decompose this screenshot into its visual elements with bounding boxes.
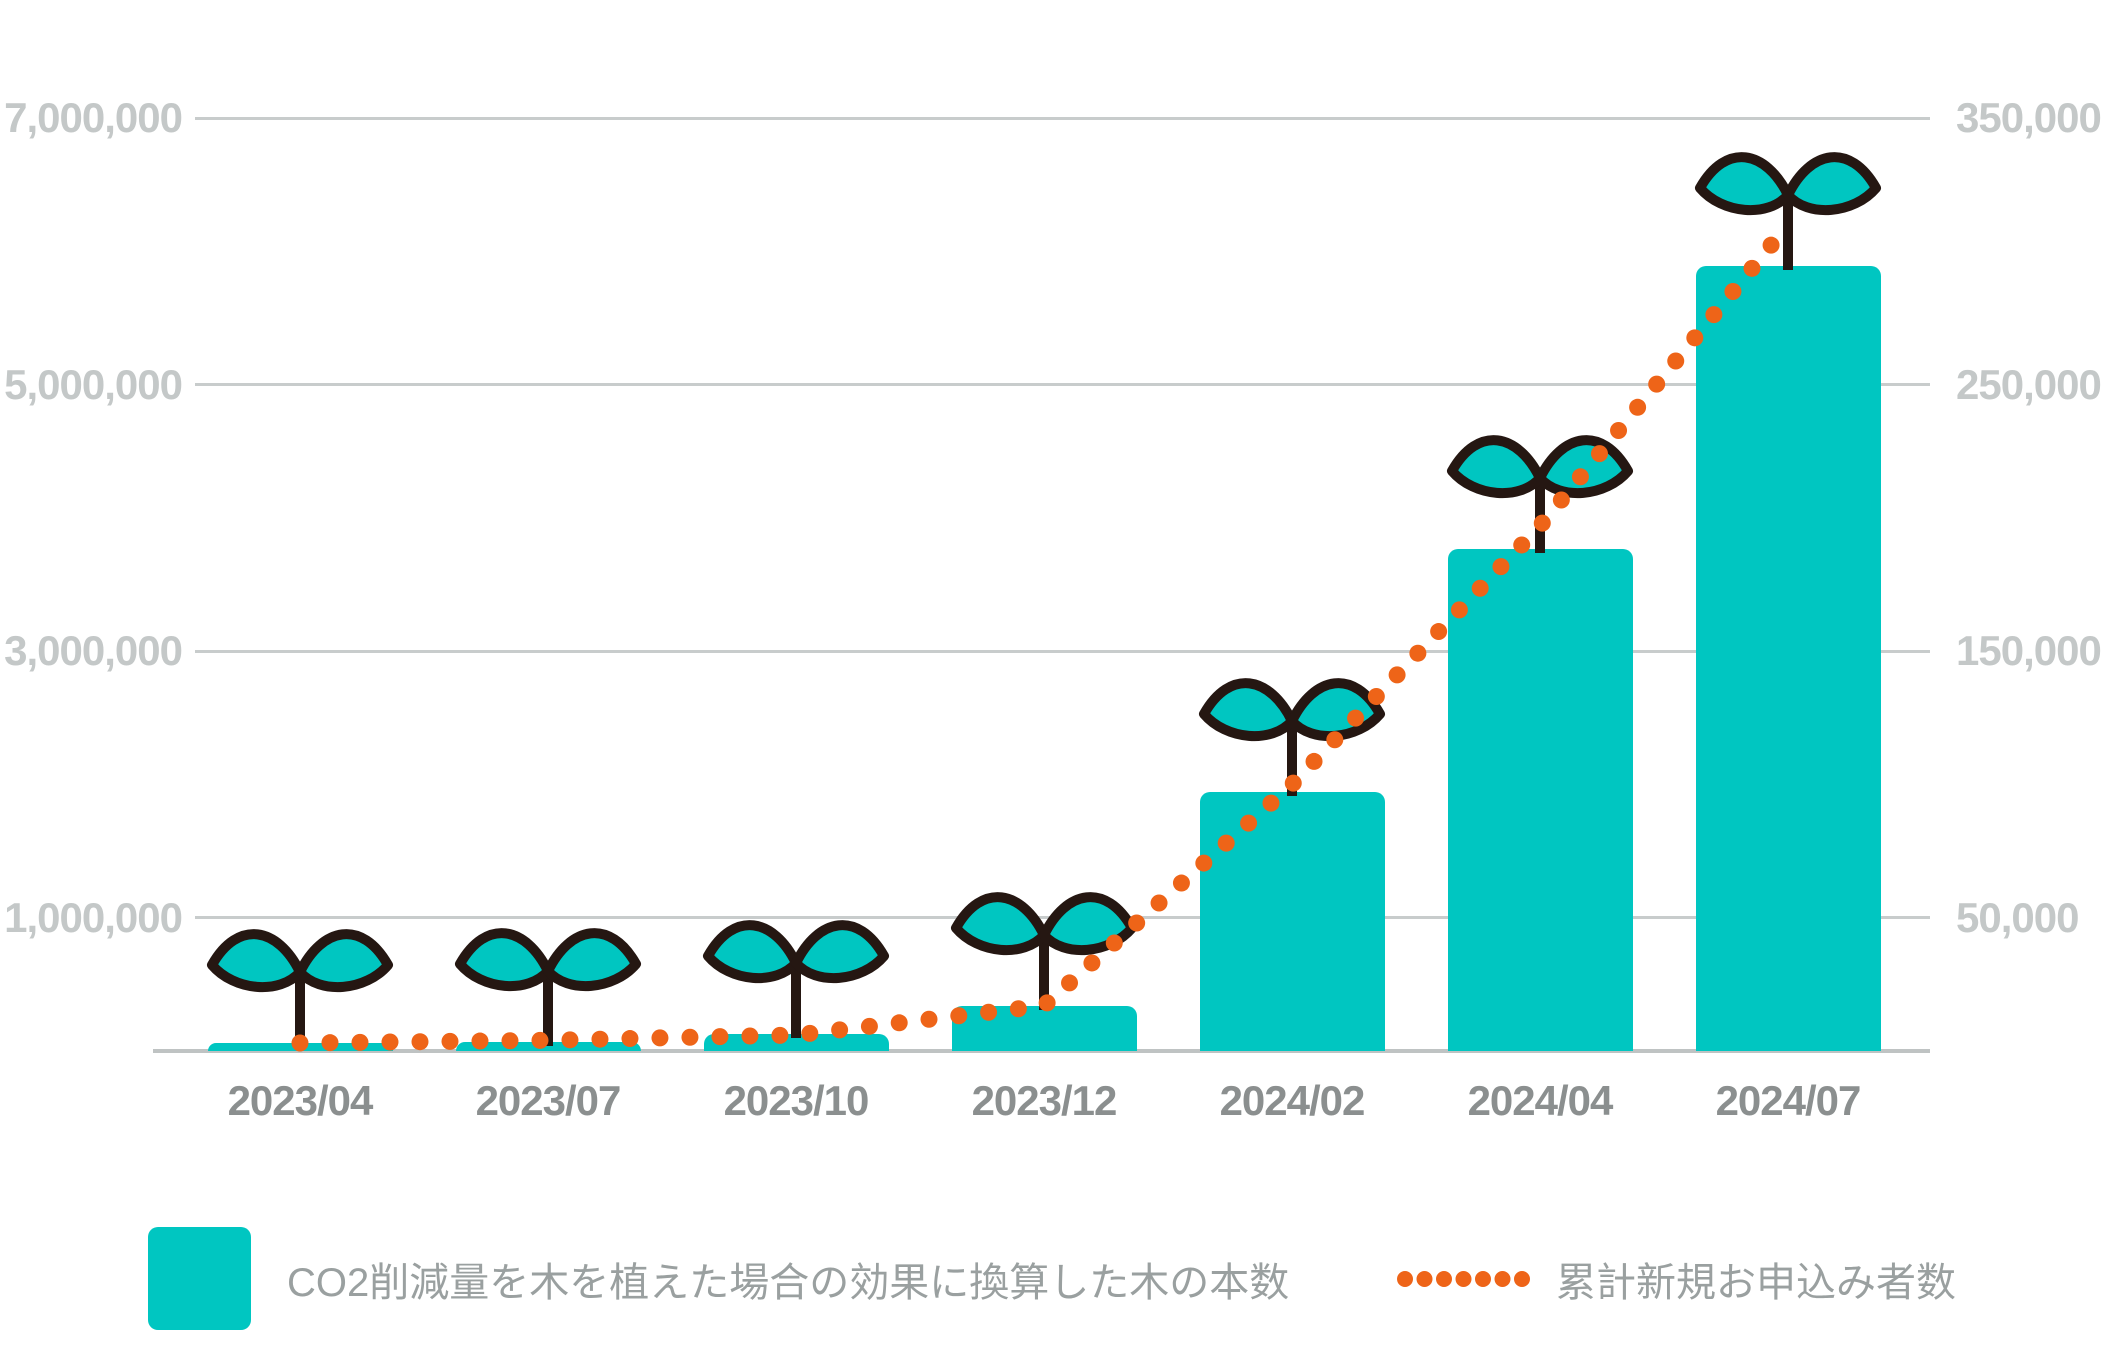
y-axis-label-1000000: 1,000,000 xyxy=(4,893,183,941)
gridline-7000000 xyxy=(195,116,1930,120)
right-axis-label-250000: 250,000 xyxy=(1956,360,2102,408)
right-axis-label-150000: 150,000 xyxy=(1956,627,2102,675)
legend-item-subscribers: 累計新規お申込み者数 xyxy=(1396,1227,1956,1330)
gridline-3000000 xyxy=(195,649,1930,653)
sprout-icon-2023-10 xyxy=(696,908,896,1043)
right-axis-label-350000: 350,000 xyxy=(1956,94,2102,141)
right-axis-label-50000: 50,000 xyxy=(1956,893,2079,941)
gridline-5000000 xyxy=(195,383,1930,387)
x-label-2023-12: 2023/12 xyxy=(971,1077,1118,1124)
legend-label-subscribers: 累計新規お申込み者数 xyxy=(1556,1260,1956,1305)
y-axis-label-7000000: 7,000,000 xyxy=(4,94,183,141)
sprout-icon-2024-02 xyxy=(1192,666,1392,801)
sprout-icon-2023-04 xyxy=(200,917,400,1052)
legend-label-trees: CO2削減量を木を植えた場合の効果に換算した木の本数 xyxy=(287,1260,1290,1305)
bar-2024-04 xyxy=(1447,549,1633,1051)
x-label-2023-07: 2023/07 xyxy=(475,1077,622,1124)
sprout-icon-2023-12 xyxy=(944,880,1144,1015)
bar-2024-07 xyxy=(1695,266,1881,1051)
sprout-icon-2023-07 xyxy=(448,916,648,1051)
sprout-icon-2024-04 xyxy=(1440,423,1640,558)
x-label-2024-07: 2024/07 xyxy=(1715,1077,1862,1124)
legend-item-trees: CO2削減量を木を植えた場合の効果に換算した木の本数 xyxy=(148,1227,1289,1330)
sprout-icon-2024-07 xyxy=(1688,140,1888,275)
x-label-2024-04: 2024/04 xyxy=(1467,1077,1614,1124)
x-label-2023-10: 2023/10 xyxy=(723,1077,870,1124)
bar-swatch xyxy=(148,1227,251,1330)
y-axis-label-3000000: 3,000,000 xyxy=(4,627,183,675)
bar-2024-02 xyxy=(1199,792,1385,1051)
x-label-2023-04: 2023/04 xyxy=(227,1077,374,1124)
dotted-line-swatch xyxy=(1397,1270,1531,1287)
x-label-2024-02: 2024/02 xyxy=(1219,1077,1366,1124)
y-axis-label-5000000: 5,000,000 xyxy=(4,360,183,408)
